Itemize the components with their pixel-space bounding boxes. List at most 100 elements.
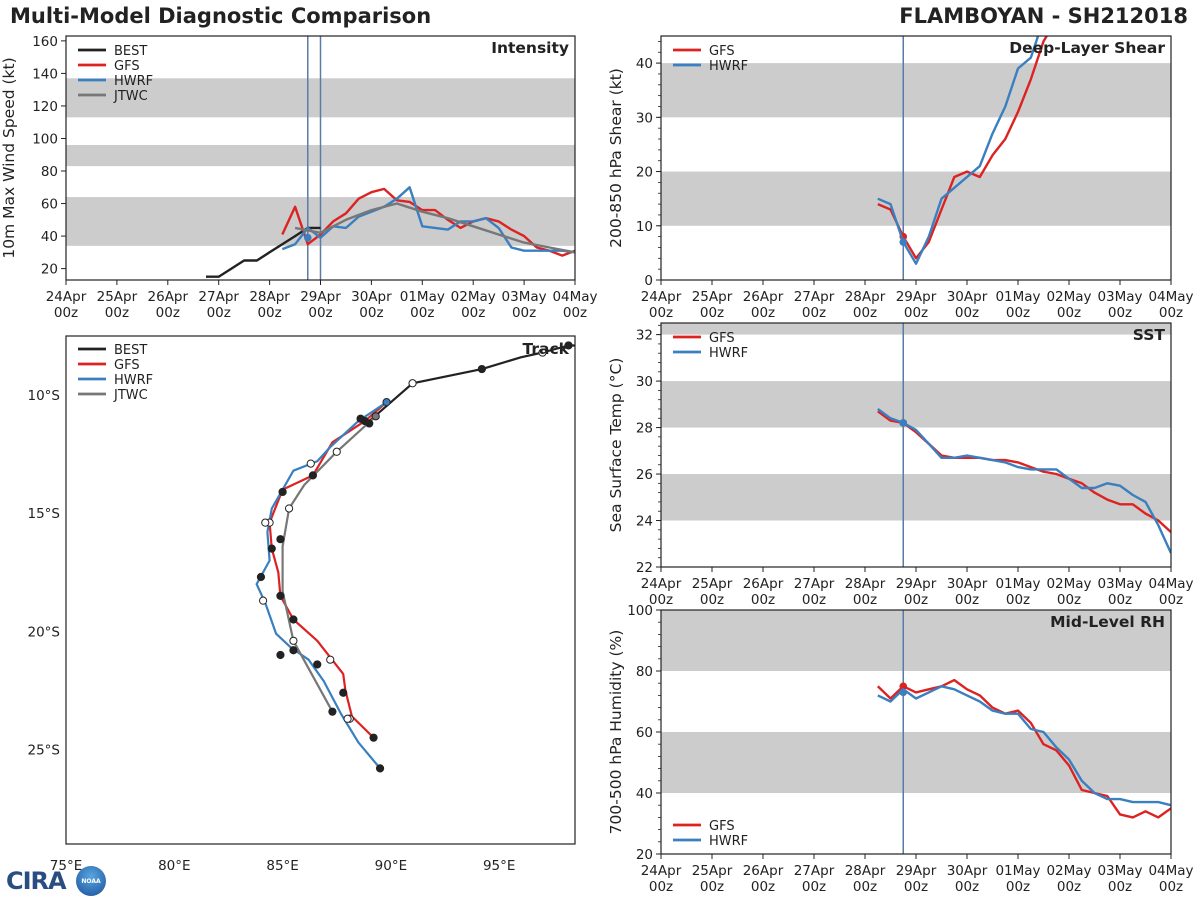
track-marker-jtwc xyxy=(371,412,380,421)
series-line-hwrf xyxy=(877,685,1171,807)
x-tick-label: 28Apr xyxy=(249,289,290,305)
x-tick-label: 24Apr xyxy=(641,863,682,879)
y-tick-label: 60 xyxy=(636,725,653,741)
storm-name: FLAMBOYAN - SH212018 xyxy=(899,4,1188,28)
x-tick-sublabel: 00z xyxy=(955,305,979,321)
legend-label: GFS xyxy=(709,331,735,346)
noaa-logo-text: NOAA xyxy=(81,877,101,885)
x-tick-label: 28Apr xyxy=(845,576,886,592)
x-tick-label: 03May xyxy=(1097,576,1142,592)
x-tick-sublabel: 00z xyxy=(751,305,775,321)
x-tick-sublabel: 00z xyxy=(1057,592,1081,608)
x-tick-label: 01May xyxy=(400,289,445,305)
series-line-hwrf xyxy=(877,408,1171,554)
y-tick-label: 160 xyxy=(32,34,58,50)
noaa-logo-icon: NOAA xyxy=(76,866,106,896)
panel-title: Intensity xyxy=(491,39,569,57)
x-tick-sublabel: 00z xyxy=(751,879,775,895)
track-marker-hwrf xyxy=(326,655,335,664)
threshold-band xyxy=(661,381,1171,428)
y-tick-label: 40 xyxy=(636,56,653,72)
series-line-gfs xyxy=(877,36,1049,260)
y-axis-label: 700-500 hPa Humidity (%) xyxy=(607,630,625,835)
y-tick-label: 20°S xyxy=(28,624,61,640)
x-tick-label: 26Apr xyxy=(743,289,784,305)
x-tick-label: 02May xyxy=(1046,576,1091,592)
x-tick-sublabel: 00z xyxy=(54,305,78,321)
track-marker-hwrf xyxy=(356,414,365,423)
x-tick-label: 02May xyxy=(1046,863,1091,879)
x-tick-label: 26Apr xyxy=(743,863,784,879)
x-tick-sublabel: 00z xyxy=(955,879,979,895)
track-marker-gfs xyxy=(369,733,378,742)
cira-logo: CIRA NOAA xyxy=(4,866,108,898)
x-tick-label: 27Apr xyxy=(794,863,835,879)
series-marker-gfs xyxy=(899,682,908,691)
y-tick-label: 22 xyxy=(636,560,653,576)
track-marker-jtwc xyxy=(328,707,337,716)
x-tick-label: 90°E xyxy=(375,858,407,874)
x-tick-label: 04May xyxy=(1148,576,1193,592)
plot-frame xyxy=(65,335,576,845)
x-tick-label: 03May xyxy=(1097,863,1142,879)
x-tick-label: 27Apr xyxy=(198,289,239,305)
x-tick-sublabel: 00z xyxy=(1159,592,1183,608)
x-tick-sublabel: 00z xyxy=(904,879,928,895)
y-tick-label: 100 xyxy=(627,603,653,619)
x-tick-sublabel: 00z xyxy=(700,592,724,608)
x-tick-sublabel: 00z xyxy=(308,305,332,321)
y-axis-label: 10m Max Wind Speed (kt) xyxy=(0,57,18,258)
threshold-band xyxy=(661,474,1171,521)
track-line-jtwc xyxy=(281,415,377,713)
track-marker-jtwc xyxy=(289,646,298,655)
legend-label: JTWC xyxy=(113,89,148,104)
series-line-gfs xyxy=(281,187,575,257)
page-title: Multi-Model Diagnostic Comparison xyxy=(10,4,432,28)
x-tick-label: 29Apr xyxy=(896,576,937,592)
x-tick-sublabel: 00z xyxy=(1057,305,1081,321)
panel-title: SST xyxy=(1133,326,1166,344)
x-tick-sublabel: 00z xyxy=(105,305,129,321)
track-marker-hwrf xyxy=(261,518,270,527)
y-tick-label: 140 xyxy=(32,66,58,82)
x-tick-sublabel: 00z xyxy=(1108,305,1132,321)
track-line-best xyxy=(368,344,575,422)
x-tick-label: 04May xyxy=(552,289,597,305)
x-tick-label: 27Apr xyxy=(794,289,835,305)
track-marker-hwrf xyxy=(256,572,266,582)
legend-label: GFS xyxy=(709,44,735,59)
panel-title: Deep-Layer Shear xyxy=(1009,39,1165,57)
panel-intensity: 2040608010012014016024Apr00z25Apr00z26Ap… xyxy=(0,34,598,321)
x-tick-label: 01May xyxy=(995,863,1040,879)
y-tick-label: 28 xyxy=(636,421,653,437)
track-marker-best xyxy=(538,348,547,357)
series-group xyxy=(877,36,1049,265)
x-tick-sublabel: 00z xyxy=(563,305,587,321)
track-marker-gfs xyxy=(339,688,348,697)
x-tick-label: 27Apr xyxy=(794,576,835,592)
x-tick-label: 29Apr xyxy=(300,289,341,305)
cira-logo-text: CIRA xyxy=(6,867,67,895)
x-tick-sublabel: 00z xyxy=(512,305,536,321)
x-tick-label: 28Apr xyxy=(845,863,886,879)
x-tick-sublabel: 00z xyxy=(853,592,877,608)
x-tick-label: 02May xyxy=(451,289,496,305)
series-line-hwrf xyxy=(877,36,1040,265)
legend-label: BEST xyxy=(114,343,147,358)
x-tick-label: 80°E xyxy=(158,858,190,874)
x-tick-label: 24Apr xyxy=(641,289,682,305)
y-axis-label: 200-850 hPa Shear (kt) xyxy=(607,68,625,248)
x-tick-sublabel: 00z xyxy=(853,305,877,321)
legend-label: HWRF xyxy=(709,346,748,361)
x-tick-label: 26Apr xyxy=(743,576,784,592)
x-tick-label: 02May xyxy=(1046,289,1091,305)
panel-title: Track xyxy=(523,340,570,358)
series-group xyxy=(206,186,575,278)
threshold-band xyxy=(661,171,1171,226)
x-tick-label: 04May xyxy=(1148,289,1193,305)
y-tick-label: 10°S xyxy=(28,388,61,404)
track-marker-jtwc xyxy=(289,636,298,645)
x-tick-sublabel: 00z xyxy=(649,879,673,895)
y-tick-label: 80 xyxy=(636,664,653,680)
